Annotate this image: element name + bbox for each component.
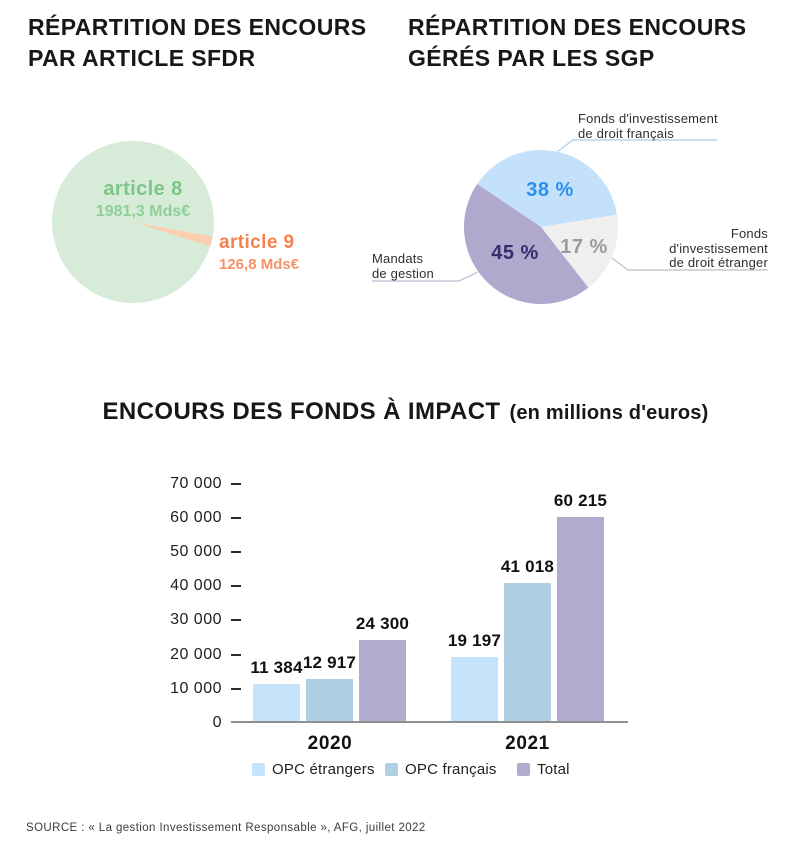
callout-droit-francais: Fonds d'investissement de droit français [578,111,718,141]
y-tick-mark [231,619,241,622]
pct-label-mandats: 45 % [491,242,539,264]
sfdr-pie-chart [52,141,214,303]
x-category-2021: 2021 [505,733,550,754]
callout-mandats: Mandats de gestion [372,251,434,281]
callout-mandats-line1: Mandats [372,251,424,266]
callout-droit-etranger-line3: de droit étranger [669,255,768,270]
bar-2020-total [359,639,406,723]
article8-label: article 8 [103,178,183,200]
slice-2 [463,183,589,305]
callout-droit-francais-line1: Fonds d'investissement [578,111,718,126]
y-tick-mark [231,687,241,690]
bar-2021-total [557,517,604,723]
article9-label-block: article 9 126,8 Mds€ [219,232,349,273]
sgp-chart-title: RÉPARTITION DES ENCOURS GÉRÉS PAR LES SG… [408,12,746,74]
bar-2020-opc-étrangers [253,684,300,723]
bar-2021-opc-étrangers [451,657,498,723]
bar-value-label: 19 197 [447,631,502,651]
legend-label: Total [537,761,570,778]
y-tick-label-30000: 30 000 [170,611,222,629]
callout-droit-etranger: Fonds d'investissement de droit étranger [618,226,768,271]
bar-chart-title-main: ENCOURS DES FONDS À IMPACT [102,398,501,425]
y-tick-mark [231,482,241,485]
bar-value-label: 24 300 [355,613,410,633]
y-tick-mark [231,516,241,519]
legend-swatch [252,763,265,776]
legend-item-opc-français: OPC français [385,761,497,778]
legend-item-opc-étrangers: OPC étrangers [252,761,375,778]
y-tick-mark [231,653,241,656]
bar-2020-opc-français [306,678,353,723]
bar-2021-opc-français [504,582,551,723]
bar-value-label: 11 384 [250,658,303,678]
y-tick-label-60000: 60 000 [170,508,222,526]
article9-value: 126,8 Mds€ [219,256,300,273]
pct-label-droit-etranger: 17 % [560,236,608,258]
bar-value-label: 41 018 [500,556,555,576]
x-axis-line [231,721,628,723]
sfdr-title-line1: RÉPARTITION DES ENCOURS [28,14,367,40]
y-tick-label-70000: 70 000 [170,474,222,492]
callout-droit-francais-line2: de droit français [578,126,674,141]
y-tick-label-20000: 20 000 [170,645,222,663]
x-category-2020: 2020 [307,733,353,754]
legend-label: OPC étrangers [272,761,375,778]
sfdr-chart-title: RÉPARTITION DES ENCOURS PAR ARTICLE SFDR [28,12,366,74]
callout-mandats-line2: de gestion [372,266,434,281]
y-tick-label-10000: 10 000 [170,679,222,697]
article8-value: 1981,3 Mds€ [95,203,191,220]
source-note: SOURCE : « La gestion Investissement Res… [26,822,426,834]
article8-label-block: article 8 1981,3 Mds€ [83,178,203,221]
slice-0 [477,149,618,227]
sfdr-title-line2: PAR ARTICLE SFDR [28,45,256,71]
y-tick-mark [231,551,241,553]
bar-value-label: 12 917 [302,652,357,672]
legend-swatch [385,763,398,776]
y-tick-label-50000: 50 000 [170,543,222,560]
slice-article-9 [133,222,213,247]
legend-item-total: Total [517,761,570,778]
y-tick-mark [231,585,241,588]
bar-chart-title: ENCOURS DES FONDS À IMPACT (en millions d… [0,398,811,426]
y-tick-label-0: 0 [212,714,222,731]
sgp-title-line2: GÉRÉS PAR LES SGP [408,45,655,71]
callout-droit-etranger-line2: d'investissement [669,240,768,256]
legend-swatch [517,763,530,776]
slice-1 [541,214,619,288]
bar-chart-title-unit: (en millions d'euros) [509,402,709,424]
bar-value-label: 60 215 [553,491,608,511]
callout-droit-etranger-line1: Fonds [730,226,768,241]
sgp-title-line1: RÉPARTITION DES ENCOURS [408,14,747,40]
sgp-pie-chart [463,149,619,305]
article9-label: article 9 [219,232,295,253]
y-tick-label-40000: 40 000 [170,577,222,595]
pct-label-droit-francais: 38 % [526,179,574,201]
legend-label: OPC français [405,761,497,778]
